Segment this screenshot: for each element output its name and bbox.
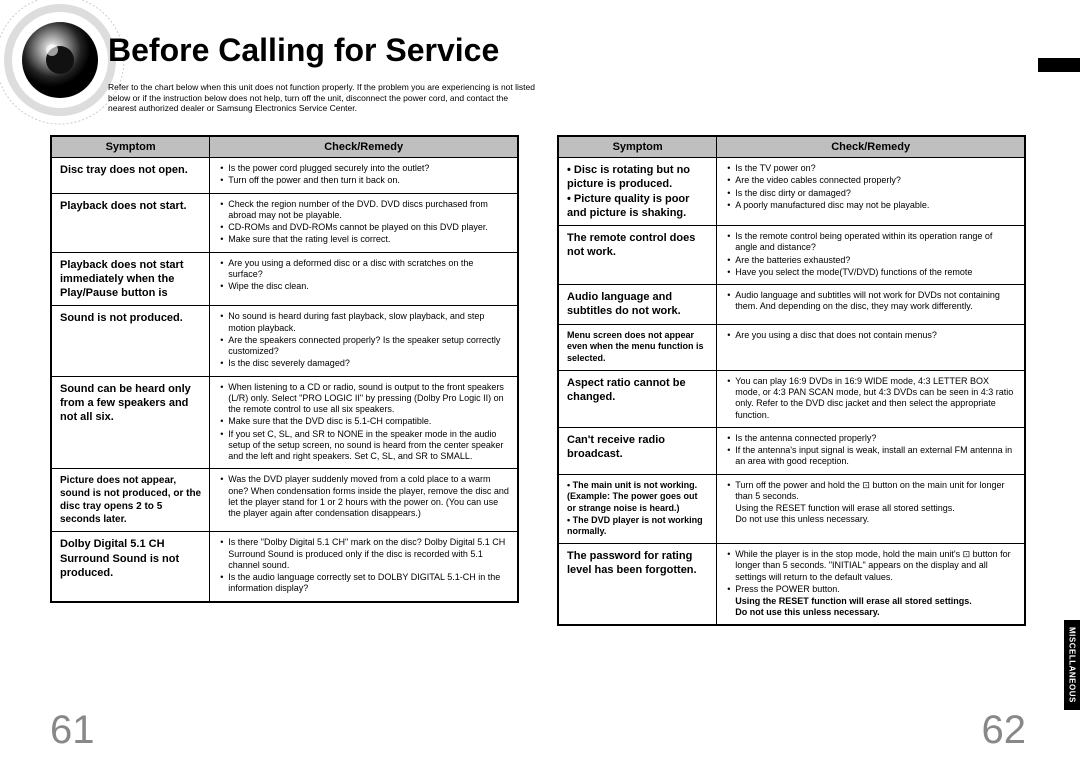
remedy-item: Have you select the mode(TV/DVD) functio… xyxy=(725,267,1016,278)
symptom-cell: • Disc is rotating but no picture is pro… xyxy=(558,158,717,226)
remedy-item: Audio language and subtitles will not wo… xyxy=(725,290,1016,313)
symptom-cell: Dolby Digital 5.1 CH Surround Sound is n… xyxy=(51,532,210,602)
table-row: Disc tray does not open. Is the power cor… xyxy=(51,158,518,194)
symptom-cell: • The main unit is not working. (Example… xyxy=(558,474,717,543)
remedy-item: If you set C, SL, and SR to NONE in the … xyxy=(218,429,509,463)
remedy-item: Make sure that the DVD disc is 5.1-CH co… xyxy=(218,416,509,427)
table-row: Picture does not appear, sound is not pr… xyxy=(51,469,518,532)
remedy-note: Using the RESET function will erase all … xyxy=(725,503,1016,514)
table-row: Playback does not start immediately when… xyxy=(51,252,518,306)
remedy-item: Is the disc dirty or damaged? xyxy=(725,188,1016,199)
section-tab-miscellaneous: MISCELLANEOUS xyxy=(1064,620,1080,710)
remedy-item: Turn off the power and then turn it back… xyxy=(218,175,509,186)
page-number-right: 62 xyxy=(982,708,1027,753)
remedy-item: Is the power cord plugged securely into … xyxy=(218,163,509,174)
symptom-cell: Audio language and subtitles do not work… xyxy=(558,285,717,325)
col-header-symptom: Symptom xyxy=(51,136,210,158)
remedy-cell: Are you using a deformed disc or a disc … xyxy=(210,252,518,306)
remedy-note: Do not use this unless necessary. xyxy=(725,514,1016,525)
remedy-item: When listening to a CD or radio, sound i… xyxy=(218,382,509,416)
symptom-cell: Sound can be heard only from a few speak… xyxy=(51,376,210,469)
remedy-item: Are the batteries exhausted? xyxy=(725,255,1016,266)
remedy-cell: Is the antenna connected properly?If the… xyxy=(717,427,1025,474)
remedy-item: While the player is in the stop mode, ho… xyxy=(725,549,1016,583)
table-row: Aspect ratio cannot be changed.You can p… xyxy=(558,370,1025,427)
table-row: The password for rating level has been f… xyxy=(558,544,1025,625)
remedy-cell: Is the power cord plugged securely into … xyxy=(210,158,518,194)
symptom-cell: The password for rating level has been f… xyxy=(558,544,717,625)
remedy-cell: Audio language and subtitles will not wo… xyxy=(717,285,1025,325)
col-header-remedy: Check/Remedy xyxy=(717,136,1025,158)
remedy-cell: Turn off the power and hold the ⊡ button… xyxy=(717,474,1025,543)
col-header-symptom: Symptom xyxy=(558,136,717,158)
remedy-bold-note: Using the RESET function will erase all … xyxy=(725,596,1016,607)
remedy-item: Are the video cables connected properly? xyxy=(725,175,1016,186)
remedy-item: If the antenna's input signal is weak, i… xyxy=(725,445,1016,468)
page-number-bar: 61 62 xyxy=(50,702,1026,753)
remedy-item: Is the antenna connected properly? xyxy=(725,433,1016,444)
remedy-item: CD-ROMs and DVD-ROMs cannot be played on… xyxy=(218,222,509,233)
table-row: Dolby Digital 5.1 CH Surround Sound is n… xyxy=(51,532,518,602)
intro-paragraph: Refer to the chart below when this unit … xyxy=(108,82,538,114)
remedy-item: Is there "Dolby Digital 5.1 CH" mark on … xyxy=(218,537,509,571)
symptom-cell: Menu screen does not appear even when th… xyxy=(558,324,717,370)
remedy-item: Press the POWER button. xyxy=(725,584,1016,595)
page-number-left: 61 xyxy=(50,708,95,753)
remedy-item: Are the speakers connected properly? Is … xyxy=(218,335,509,358)
left-page: Symptom Check/Remedy Disc tray does not … xyxy=(50,135,519,626)
troubleshooting-table-left: Symptom Check/Remedy Disc tray does not … xyxy=(50,135,519,603)
remedy-item: Are you using a disc that does not conta… xyxy=(725,330,1016,341)
remedy-bold-note: Do not use this unless necessary. xyxy=(725,607,1016,618)
table-row: Audio language and subtitles do not work… xyxy=(558,285,1025,325)
remedy-cell: You can play 16:9 DVDs in 16:9 WIDE mode… xyxy=(717,370,1025,427)
remedy-cell: While the player is in the stop mode, ho… xyxy=(717,544,1025,625)
remedy-cell: Was the DVD player suddenly moved from a… xyxy=(210,469,518,532)
table-row: The remote control does not work. Is the … xyxy=(558,226,1025,285)
page-title: Before Calling for Service xyxy=(108,32,499,69)
table-row: Menu screen does not appear even when th… xyxy=(558,324,1025,370)
remedy-item: Is the disc severely damaged? xyxy=(218,358,509,369)
remedy-item: Wipe the disc clean. xyxy=(218,281,509,292)
right-page: Symptom Check/Remedy • Disc is rotating … xyxy=(557,135,1026,626)
symptom-cell: Disc tray does not open. xyxy=(51,158,210,194)
table-row: Playback does not start. Check the region… xyxy=(51,193,518,252)
two-page-spread: Symptom Check/Remedy Disc tray does not … xyxy=(50,135,1026,626)
remedy-item: Was the DVD player suddenly moved from a… xyxy=(218,474,509,519)
remedy-item: Make sure that the rating level is corre… xyxy=(218,234,509,245)
remedy-item: Is the audio language correctly set to D… xyxy=(218,572,509,595)
remedy-cell: Is the remote control being operated wit… xyxy=(717,226,1025,285)
symptom-cell: Playback does not start. xyxy=(51,193,210,252)
remedy-item: No sound is heard during fast playback, … xyxy=(218,311,509,334)
table-row: Can't receive radio broadcast.Is the ant… xyxy=(558,427,1025,474)
table-row: Sound can be heard only from a few speak… xyxy=(51,376,518,469)
remedy-item: A poorly manufactured disc may not be pl… xyxy=(725,200,1016,211)
symptom-cell: Playback does not start immediately when… xyxy=(51,252,210,306)
symptom-cell: Picture does not appear, sound is not pr… xyxy=(51,469,210,532)
troubleshooting-table-right: Symptom Check/Remedy • Disc is rotating … xyxy=(557,135,1026,626)
remedy-item: Is the TV power on? xyxy=(725,163,1016,174)
remedy-item: You can play 16:9 DVDs in 16:9 WIDE mode… xyxy=(725,376,1016,421)
table-row: Sound is not produced. No sound is heard … xyxy=(51,306,518,376)
remedy-cell: When listening to a CD or radio, sound i… xyxy=(210,376,518,469)
title-accent-bar xyxy=(1038,58,1080,72)
remedy-cell: Are you using a disc that does not conta… xyxy=(717,324,1025,370)
remedy-cell: Check the region number of the DVD. DVD … xyxy=(210,193,518,252)
table-row: • The main unit is not working. (Example… xyxy=(558,474,1025,543)
remedy-item: Check the region number of the DVD. DVD … xyxy=(218,199,509,222)
remedy-item: Is the remote control being operated wit… xyxy=(725,231,1016,254)
remedy-item: Turn off the power and hold the ⊡ button… xyxy=(725,480,1016,503)
remedy-cell: Is the TV power on?Are the video cables … xyxy=(717,158,1025,226)
symptom-cell: The remote control does not work. xyxy=(558,226,717,285)
remedy-cell: Is there "Dolby Digital 5.1 CH" mark on … xyxy=(210,532,518,602)
symptom-cell: Can't receive radio broadcast. xyxy=(558,427,717,474)
table-row: • Disc is rotating but no picture is pro… xyxy=(558,158,1025,226)
col-header-remedy: Check/Remedy xyxy=(210,136,518,158)
remedy-item: Are you using a deformed disc or a disc … xyxy=(218,258,509,281)
symptom-cell: Sound is not produced. xyxy=(51,306,210,376)
remedy-cell: No sound is heard during fast playback, … xyxy=(210,306,518,376)
symptom-cell: Aspect ratio cannot be changed. xyxy=(558,370,717,427)
